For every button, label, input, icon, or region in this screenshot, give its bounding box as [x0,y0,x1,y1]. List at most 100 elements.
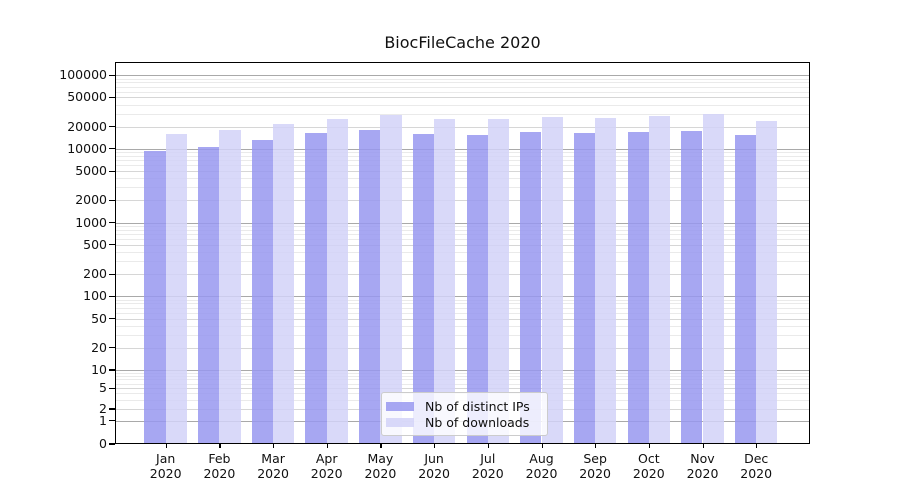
x-tick-year: 2020 [525,466,558,481]
y-tick-label-0: 0 [99,436,107,451]
gridline-8000 [115,156,810,157]
x-tick-mar [273,444,275,448]
bar-feb-downloads [219,129,241,444]
gridline-100 [115,296,810,298]
y-tick-label-2: 2 [99,401,107,416]
x-tick-dec [756,444,758,448]
gridline-30 [115,334,810,336]
gridline-9000 [115,152,810,154]
x-tick-month: Jul [480,451,496,466]
gridline-70 [115,307,810,309]
bar-jul-downloads [487,118,510,444]
x-tick-year: 2020 [364,466,397,481]
x-tick-year: 2020 [203,466,236,481]
x-tick-year: 2020 [579,466,611,481]
y-tick-100 [109,295,115,297]
x-tick-aug [541,444,543,448]
legend-label-distinct-ips: Nb of distinct IPs [425,398,530,414]
x-tick-oct [648,444,650,448]
bar-nov-distinct-ips [681,131,703,444]
y-tick-2 [109,408,115,410]
x-tick-label-aug: Aug 2020 [510,451,574,481]
y-tick-10 [109,369,115,371]
x-tick-label-dec: Dec 2020 [724,451,788,481]
x-tick-label-nov: Nov 2020 [671,451,735,481]
legend-row-downloads: Nb of downloads [386,414,541,430]
y-tick-1000 [109,222,115,224]
y-tick-200 [109,273,115,275]
gridline-5 [115,388,810,390]
gridline-20000 [115,126,810,128]
y-tick-50 [109,317,115,320]
bar-jun-downloads [434,119,456,444]
x-tick-month: Nov [690,451,715,466]
x-tick-month: Aug [529,451,554,466]
gridline-6000 [115,165,810,167]
y-tick-label-10: 10 [91,362,107,377]
y-tick-label-200: 200 [83,266,107,282]
y-tick-label-2000: 2000 [75,192,107,208]
y-tick-50000 [109,96,115,98]
x-tick-month: Oct [637,451,660,466]
x-tick-label-apr: Apr 2020 [295,451,359,481]
bar-jan-downloads [165,133,187,444]
x-tick-label-oct: Oct 2020 [617,451,681,481]
x-tick-month: Sep [583,451,607,466]
bar-may-distinct-ips [359,130,381,444]
x-tick-year: 2020 [149,466,182,481]
gridline-90000 [115,78,810,80]
gridline-200 [115,274,810,276]
gridline-2000 [115,200,810,202]
x-tick-label-mar: Mar 2020 [241,451,305,481]
x-tick-jan [165,444,167,448]
gridline-20 [115,347,810,349]
downloads-swatch-icon [386,417,414,427]
bar-dec-downloads [756,120,778,444]
y-tick-label-20: 20 [91,339,107,355]
gridline-500 [115,244,810,246]
x-tick-may [380,444,382,448]
bar-feb-distinct-ips [198,146,220,444]
bar-apr-downloads [326,118,348,444]
gridline-4000 [115,178,810,180]
y-tick-label-10000: 10000 [67,140,107,156]
y-tick-label-20000: 20000 [67,118,107,134]
gridline-40000 [115,104,810,106]
gridline-80 [115,303,810,305]
bar-jul-distinct-ips [466,135,488,444]
bar-apr-distinct-ips [305,133,327,444]
x-tick-year: 2020 [740,466,773,481]
y-tick-label-1: 1 [99,412,107,428]
distinct-ips-swatch-icon [386,401,414,411]
x-tick-sep [595,444,597,448]
x-tick-label-feb: Feb 2020 [187,451,251,481]
bar-oct-downloads [648,116,671,444]
gridline-80000 [115,82,810,84]
y-tick-20000 [109,126,115,128]
gridline-70000 [115,86,810,88]
bar-sep-distinct-ips [573,133,596,444]
bar-mar-downloads [273,124,295,444]
x-tick-jun [434,444,436,448]
y-tick-label-5: 5 [99,380,107,396]
gridline-8 [115,375,810,377]
legend-label-downloads: Nb of downloads [425,414,530,430]
x-tick-year: 2020 [310,466,343,481]
x-tick-label-jun: Jun 2020 [402,451,466,481]
y-tick-10000 [109,148,115,150]
x-tick-apr [326,444,328,448]
gridline-1000 [115,222,810,224]
gridline-40 [115,325,810,327]
x-tick-label-jan: Jan 2020 [134,451,198,481]
x-tick-month: Jun [424,451,444,466]
x-tick-jul [487,444,489,448]
y-tick-2000 [109,199,115,201]
gridline-50 [115,318,810,320]
bar-mar-distinct-ips [251,140,274,444]
y-tick-100000 [109,74,115,76]
gridline-400 [115,251,810,253]
gridline-30000 [115,113,810,115]
bar-dec-distinct-ips [734,134,757,444]
y-tick-0 [109,443,115,445]
